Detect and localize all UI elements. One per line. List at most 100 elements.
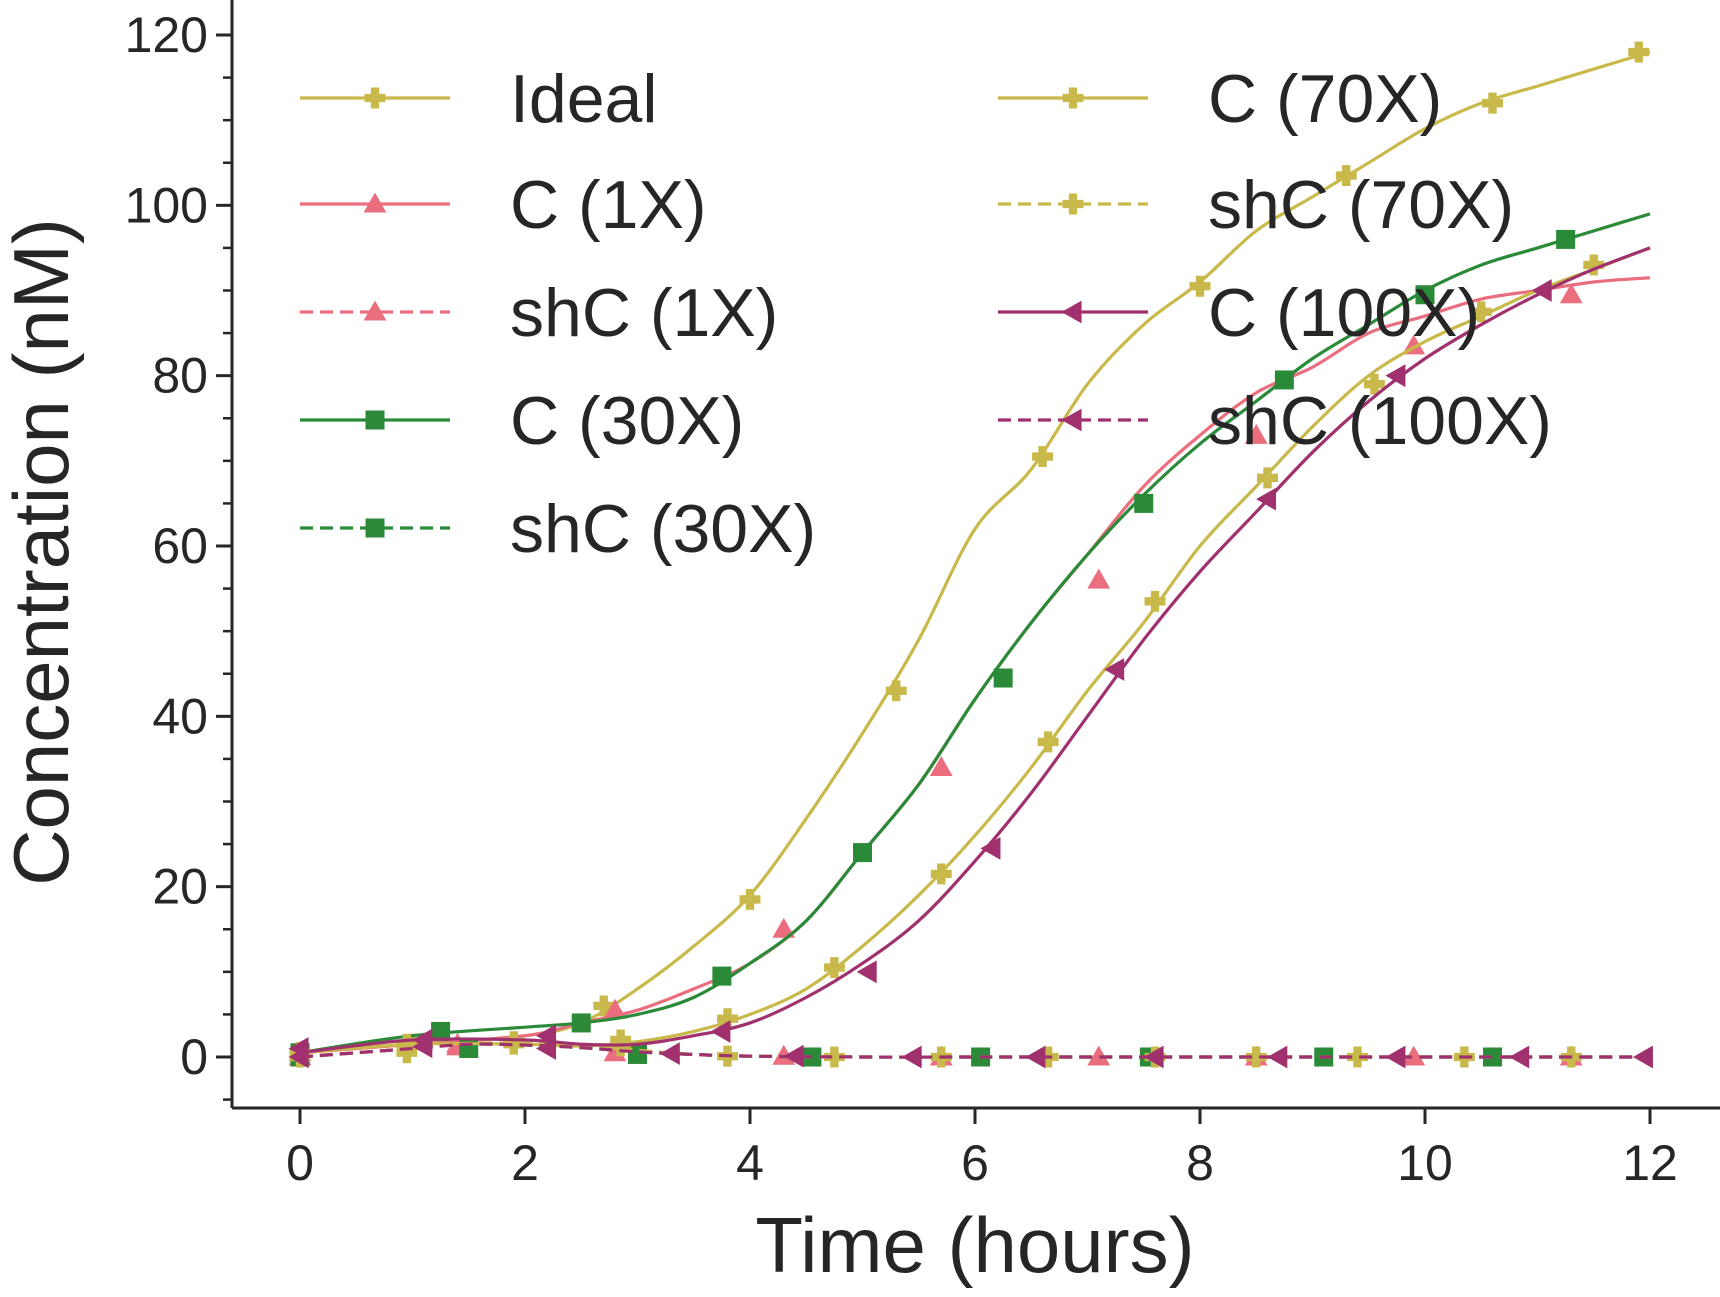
- data-point: [536, 1037, 557, 1060]
- series-line: [299, 246, 1651, 1055]
- data-point: [1628, 41, 1650, 63]
- x-tick-label: 8: [1186, 1135, 1214, 1191]
- data-point: [823, 1046, 845, 1068]
- data-point: [856, 960, 877, 984]
- x-axis-ticks: 0 2 4 6 8 10 12: [286, 1108, 1678, 1191]
- data-point: [1104, 658, 1125, 681]
- legend: Ideal C (1X) shC (1X) C (30X) shC (30X) C (70…: [300, 61, 1552, 567]
- data-point: [1363, 373, 1385, 395]
- data-point: [1037, 731, 1059, 753]
- legend-label: C (1X): [510, 167, 706, 243]
- data-point: [1256, 487, 1277, 511]
- data-point: [1087, 1045, 1111, 1066]
- data-point: [1025, 1045, 1046, 1069]
- legend-marker: [1062, 87, 1084, 109]
- legend-item-shc-100x: shC (100X): [998, 383, 1552, 459]
- data-point: [783, 1044, 804, 1068]
- data-point: [901, 1045, 922, 1069]
- x-tick-label: 12: [1622, 1135, 1678, 1191]
- data-point: [571, 1013, 591, 1033]
- data-point: [772, 917, 796, 938]
- y-tick-label: 0: [180, 1029, 208, 1085]
- y-tick-label: 80: [152, 348, 208, 404]
- legend-marker: [1061, 300, 1082, 324]
- data-point: [1415, 285, 1435, 305]
- data-point: [1556, 229, 1576, 249]
- legend-marker: [1061, 408, 1082, 432]
- data-point: [823, 957, 845, 979]
- data-point: [1144, 590, 1166, 612]
- data-point: [1267, 1045, 1288, 1069]
- data-point: [1244, 423, 1268, 444]
- data-point: [1509, 1045, 1530, 1069]
- data-point: [593, 995, 615, 1017]
- y-tick-label: 100: [125, 177, 208, 233]
- data-point: [1143, 1045, 1164, 1069]
- data-point: [1087, 568, 1111, 589]
- y-axis-title: Concentration (nM): [0, 218, 85, 886]
- data-point: [993, 668, 1013, 688]
- data-point: [710, 1020, 731, 1043]
- data-point: [885, 680, 907, 702]
- x-tick-label: 6: [961, 1135, 989, 1191]
- legend-label: shC (1X): [510, 275, 778, 351]
- y-tick-label: 120: [125, 7, 208, 63]
- data-point: [1483, 1047, 1502, 1067]
- x-tick-label: 4: [736, 1135, 764, 1191]
- legend-label: C (100X): [1208, 275, 1480, 351]
- data-point: [396, 1042, 418, 1064]
- data-point: [980, 836, 1001, 860]
- data-point: [1482, 92, 1503, 114]
- legend-label: Ideal: [510, 61, 657, 137]
- data-point: [412, 1035, 433, 1059]
- data-point: [1531, 279, 1552, 302]
- data-point: [603, 998, 627, 1019]
- legend-label: shC (30X): [510, 491, 816, 567]
- legend-item-c-70x: C (70X): [998, 61, 1442, 137]
- data-point: [1245, 1046, 1267, 1068]
- x-tick-label: 0: [286, 1135, 314, 1191]
- series-shc-70x: [289, 1031, 1650, 1068]
- y-tick-label: 60: [152, 518, 208, 574]
- plot-series: [288, 41, 1653, 1069]
- legend-marker: [363, 300, 387, 321]
- data-point: [503, 1031, 525, 1053]
- data-point: [1402, 1045, 1426, 1066]
- data-point: [712, 966, 732, 986]
- legend-label: shC (70X): [1208, 167, 1514, 243]
- data-point: [431, 1021, 451, 1041]
- data-point: [1257, 467, 1278, 489]
- legend-label: C (30X): [510, 383, 744, 459]
- legend-marker: [364, 87, 386, 109]
- data-point: [739, 888, 761, 910]
- data-point: [659, 1042, 680, 1065]
- data-point: [1347, 1046, 1368, 1068]
- data-point: [853, 843, 872, 863]
- series-c-100x: [288, 246, 1651, 1060]
- legend-item-shc-70x: shC (70X): [998, 167, 1514, 243]
- data-point: [930, 863, 952, 885]
- series-c-70x: [289, 246, 1651, 1064]
- data-point: [1559, 283, 1583, 304]
- legend-marker: [365, 410, 385, 430]
- series-shc-100x: [288, 1035, 1653, 1069]
- y-axis-ticks: 0 20 40 60 80 100 120: [125, 7, 232, 1101]
- legend-marker: [363, 192, 387, 213]
- legend-marker: [1062, 193, 1084, 215]
- data-point: [1274, 370, 1294, 390]
- data-point: [929, 756, 953, 776]
- legend-item-shc-30x: shC (30X): [300, 491, 816, 567]
- data-point: [1632, 1045, 1653, 1069]
- data-point: [772, 1044, 796, 1065]
- axes: 0 20 40 60 80 100 120 0 2 4 6 8 10 12: [125, 0, 1720, 1191]
- legend-label: shC (100X): [1208, 383, 1552, 459]
- y-tick-label: 40: [152, 688, 208, 744]
- legend-item-c-100x: C (100X): [998, 275, 1480, 351]
- legend-item-ideal: Ideal: [300, 61, 657, 137]
- data-point: [1189, 275, 1211, 297]
- data-point: [288, 1045, 309, 1069]
- legend-item-c-1x: C (1X): [300, 167, 706, 243]
- x-tick-label: 10: [1397, 1135, 1453, 1191]
- data-point: [1385, 1045, 1406, 1069]
